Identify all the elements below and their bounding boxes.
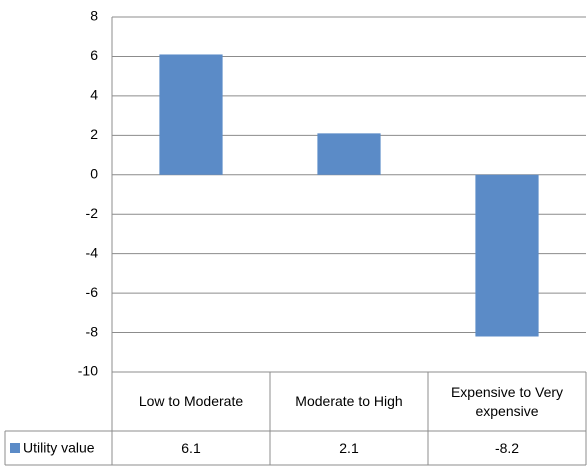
bar xyxy=(475,174,539,337)
y-tick-label: 8 xyxy=(90,8,98,24)
table-value: -8.2 xyxy=(494,439,520,456)
legend-swatch xyxy=(10,443,20,453)
legend-label: Utility value xyxy=(23,440,95,456)
y-tick-label: -10 xyxy=(78,363,98,379)
y-tick-label: -8 xyxy=(86,323,99,339)
table-value: 2.1 xyxy=(339,439,359,456)
y-tick-label: 4 xyxy=(90,87,98,103)
bar xyxy=(159,54,223,175)
y-tick-label: -2 xyxy=(86,205,99,221)
bar xyxy=(317,133,381,175)
y-tick-label: 6 xyxy=(90,47,98,63)
x-tick-label: Moderate to High xyxy=(295,393,403,409)
table-value: 6.1 xyxy=(181,439,201,456)
y-tick-label: -4 xyxy=(86,244,99,260)
x-tick-label: Low to Moderate xyxy=(138,393,244,409)
x-tick-label: Expensive to Very expensive xyxy=(450,383,564,419)
y-tick-label: 2 xyxy=(90,126,98,142)
y-tick-label: 0 xyxy=(90,165,98,181)
y-tick-label: -6 xyxy=(86,284,99,300)
